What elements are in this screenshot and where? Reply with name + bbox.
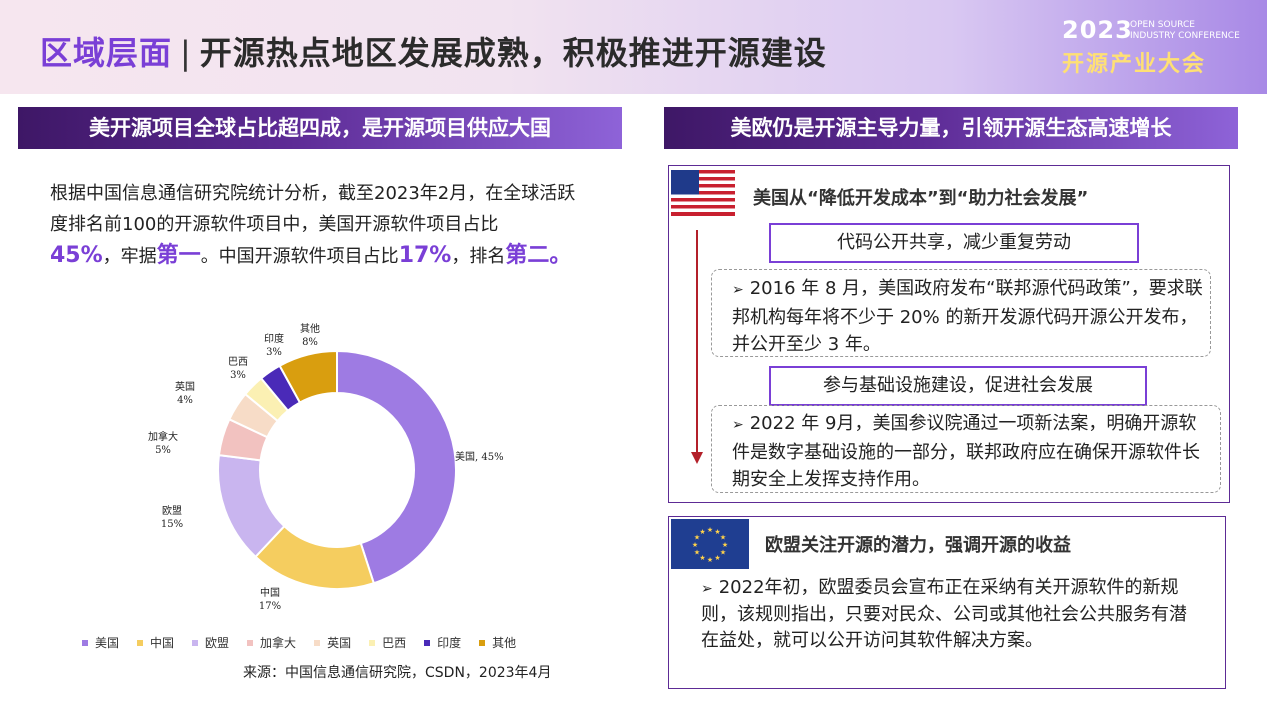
legend-item-brazil: 巴西 [369, 634, 406, 651]
chart-legend: 美国 中国 欧盟 加拿大 英国 巴西 印度 其他 [82, 634, 516, 651]
slice-label-brazil: 巴西 3% [228, 356, 248, 381]
legend-label-eu: 欧盟 [205, 636, 230, 650]
conference-logo: 2023 OPEN SOURCE INDUSTRY CONFERENCE 开源产… [1062, 16, 1240, 78]
slice-label-uk: 英国 4% [175, 380, 195, 406]
intro-us-percent: 45% [50, 243, 103, 268]
bullet-marker: ➢ [732, 417, 744, 433]
page-title: 区域层面 | 开源热点地区发展成熟，积极推进开源建设 [40, 28, 827, 74]
legend-swatch-brazil [369, 639, 376, 646]
us-panel-title: 美国从“降低开发成本”到“助力社会发展” [753, 188, 1089, 209]
legend-item-china: 中国 [137, 634, 174, 651]
eu-star-icon: ★ [694, 534, 700, 542]
legend-label-india: 印度 [437, 636, 462, 650]
legend-label-other: 其他 [492, 636, 517, 650]
eu-star-icon: ★ [699, 554, 705, 562]
intro-text-4: ，排名 [451, 246, 506, 267]
legend-swatch-uk [314, 639, 321, 646]
eu-star-icon: ★ [699, 528, 705, 536]
logo-english: OPEN SOURCE INDUSTRY CONFERENCE [1130, 20, 1240, 42]
slice-label-us: 美国, 45% [455, 450, 504, 463]
eu-star-icon: ★ [722, 541, 728, 549]
slice-label-eu: 欧盟 15% [161, 505, 183, 530]
page-title-accent: 区域层面 [40, 34, 173, 72]
intro-end: 。 [549, 243, 572, 268]
legend-item-canada: 加拿大 [247, 634, 296, 651]
title-separator: | [180, 34, 192, 72]
top-banner [0, 0, 1267, 94]
intro-text-3: 。中国开源软件项目占比 [200, 246, 399, 267]
eu-star-icon: ★ [720, 549, 726, 557]
slice-label-other: 其他 8% [300, 322, 320, 348]
eu-flag-icon: ★ ★★★★★★★★★★★ [671, 519, 749, 569]
bullet-eu-2022-text: 2022年初，欧盟委员会宣布正在采纳有关开源软件的新规则，该规则指出，只要对民众… [701, 577, 1187, 651]
legend-label-china: 中国 [150, 636, 175, 650]
page-title-main: 开源热点地区发展成熟，积极推进开源建设 [199, 34, 827, 72]
legend-swatch-india [424, 639, 431, 646]
logo-year: 2023 [1062, 16, 1133, 44]
intro-rank-first: 第一 [156, 243, 201, 268]
donut-chart: 美国, 45% 中国 17% 欧盟 15% 加拿大 5% 英国 4% 巴西 3% 印度 3% 其他 8% [148, 322, 504, 612]
legend-item-eu: 欧盟 [192, 634, 229, 651]
legend-swatch-china [137, 639, 144, 646]
slice-label-canada: 加拿大 5% [148, 430, 178, 456]
bullet-us-2016: ➢ 2016 年 8 月，美国政府发布“联邦源代码政策”，要求联邦机构每年将不少于… [711, 269, 1211, 357]
intro-text-1: 根据中国信息通信研究院统计分析，截至2023年2月，在全球活跃度排名前100的开… [50, 183, 576, 235]
logo-chinese: 开源产业大会 [1062, 52, 1207, 77]
tag-infrastructure: 参与基础设施建设，促进社会发展 [769, 366, 1147, 406]
slice-other [278, 349, 338, 404]
legend-item-india: 印度 [424, 634, 461, 651]
right-section-header: 美欧仍是开源主导力量，引领开源生态高速增长 [664, 107, 1238, 149]
intro-text-2: ，牢据 [102, 246, 157, 267]
timeline-arrow-icon [691, 230, 703, 464]
legend-label-brazil: 巴西 [382, 636, 407, 650]
intro-cn-percent: 17% [398, 243, 452, 268]
eu-star-icon: ★ [707, 556, 713, 564]
intro-rank-second: 第二 [505, 243, 550, 268]
slice-label-china: 中国 17% [259, 586, 281, 612]
bullet-marker: ➢ [701, 581, 713, 597]
legend-label-uk: 英国 [327, 636, 352, 650]
intro-paragraph: 根据中国信息通信研究院统计分析，截至2023年2月，在全球活跃度排名前100的开… [50, 178, 590, 272]
eu-star-icon: ★ [714, 554, 720, 562]
legend-label-us: 美国 [95, 636, 120, 650]
bullet-us-2022-text: 2022 年 9月，美国参议院通过一项新法案，明确开源软件是数字基础设施的一部分… [732, 413, 1200, 490]
bullet-us-2016-text: 2016 年 8 月，美国政府发布“联邦源代码政策”，要求联邦机构每年将不少于 … [732, 278, 1203, 355]
eu-star-icon: ★ [714, 528, 720, 536]
source-note: 来源：中国信息通信研究院，CSDN，2023年4月 [243, 665, 552, 681]
legend-swatch-other [479, 639, 486, 646]
legend-swatch-us [82, 639, 88, 646]
legend-swatch-eu [192, 639, 199, 646]
legend-item-uk: 英国 [314, 634, 351, 651]
legend-item-other: 其他 [479, 634, 516, 651]
bullet-eu-2022: ➢ 2022年初，欧盟委员会宣布正在采纳有关开源软件的新规则，该规则指出，只要对民… [701, 575, 1201, 654]
eu-star-icon: ★ [694, 549, 700, 557]
eu-panel: ★ ★ ★ ★ ★ ★ ★ ★ ★ ★ ★ ★ 欧盟关注开源的潜力，强调开源的收益 ➢ 2022年初，欧… [668, 516, 1226, 689]
eu-star-icon: ★ [707, 526, 713, 534]
eu-star-icon: ★ [720, 534, 726, 542]
left-section-header: 美开源项目全球占比超四成，是开源项目供应大国 [18, 107, 622, 149]
logo-en-line2: INDUSTRY CONFERENCE [1130, 31, 1240, 41]
eu-panel-title: 欧盟关注开源的潜力，强调开源的收益 [765, 535, 1071, 556]
us-panel: 美国从“降低开发成本”到“助力社会发展” 代码公开共享，减少重复劳动 ➢ 2016… [668, 165, 1230, 503]
legend-label-canada: 加拿大 [260, 636, 297, 650]
eu-star-icon: ★ [692, 541, 698, 549]
logo-en-line1: OPEN SOURCE [1130, 20, 1195, 30]
tag-code-sharing: 代码公开共享，减少重复劳动 [769, 223, 1139, 263]
legend-item-us: 美国 [82, 634, 119, 651]
legend-swatch-canada [247, 639, 254, 646]
bullet-marker: ➢ [732, 282, 744, 298]
bullet-us-2022: ➢ 2022 年 9月，美国参议院通过一项新法案，明确开源软件是数字基础设施的一部… [711, 405, 1221, 493]
slice-label-india: 印度 3% [264, 332, 284, 358]
us-flag-icon [671, 170, 735, 216]
slice-us [336, 349, 457, 585]
